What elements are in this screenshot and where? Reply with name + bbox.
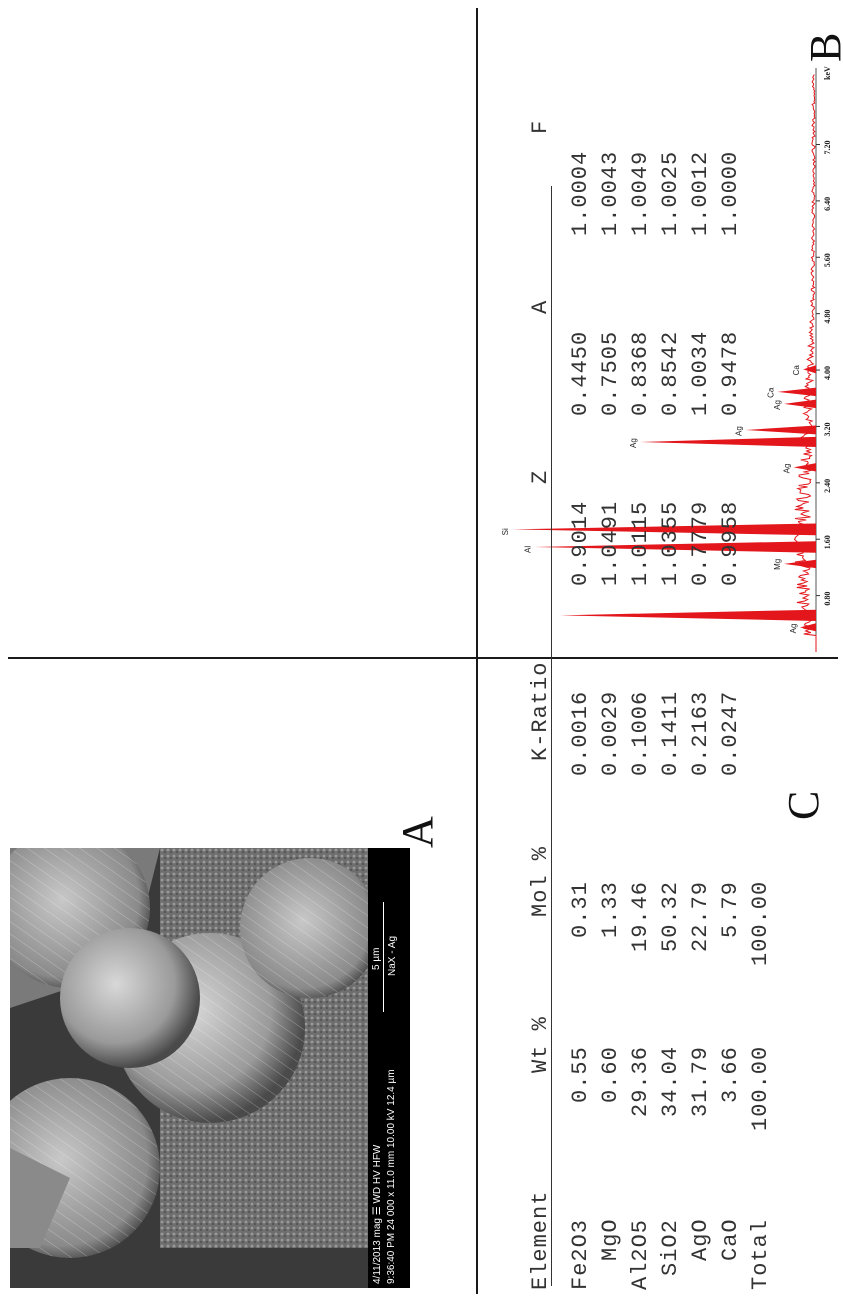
panel-label-c: C [779, 790, 828, 820]
spectrum-background [793, 74, 817, 652]
table-cell: 0.7779 [688, 501, 713, 587]
sample-label: NaX - Ag [387, 935, 398, 976]
table-cell: 0.1006 [628, 691, 653, 777]
table-cell: 1.33 [598, 880, 623, 938]
table-cell: 1.0025 [658, 151, 683, 237]
sem-image [10, 848, 410, 1288]
table-row-label: AgO [688, 1218, 713, 1262]
x-tick-label: 6.40 [823, 197, 832, 211]
peak-label: Al [523, 546, 532, 553]
table-header-cell: K-Ratio [528, 661, 553, 761]
panel-label-b: B [800, 33, 843, 62]
table-header-cell: Mol % [528, 845, 553, 917]
table-cell: 0.60 [598, 1045, 623, 1103]
table-cell: 34.04 [658, 1045, 683, 1117]
table-cell: 1.0043 [598, 151, 623, 237]
table-header-cell: Wt % [528, 1015, 553, 1073]
x-tick-label: 4.00 [823, 366, 832, 380]
table-header-cell: F [528, 120, 553, 135]
x-tick-label: 3.20 [823, 422, 832, 436]
x-unit-label: keV [823, 66, 832, 80]
peak-label: Mg [773, 559, 782, 570]
spectrum-peak [640, 436, 816, 448]
frame-divider-vertical [476, 8, 478, 1294]
peak-label: Ag [629, 438, 638, 448]
table-cell: 29.36 [628, 1045, 653, 1117]
panel-label-a: A [393, 816, 442, 848]
x-tick-label: 7.20 [823, 140, 832, 154]
table-cell: 1.0491 [598, 501, 623, 587]
peak-label: Ag [735, 426, 744, 436]
databar-line1: 4/11/2013 mag ☰ WD HV HFW [372, 1144, 383, 1284]
x-tick-label: 1.60 [823, 535, 832, 549]
table-row-label: Fe2O3 [568, 1218, 593, 1290]
table-cell: 0.55 [568, 1045, 593, 1103]
table-header-cell: Z [528, 470, 553, 485]
table-row-label: MgO [598, 1218, 623, 1262]
table-cell: 5.79 [718, 880, 743, 938]
table-cell: 0.9958 [718, 501, 743, 587]
sem-micrograph: 4/11/2013 mag ☰ WD HV HFW 9:36:40 PM 24 … [10, 848, 410, 1288]
eds-spectrum: 0.80 1.60 2.40 3.20 4.00 4.80 5.60 6.40 7.20 keV A… [501, 66, 832, 652]
table-cell: 0.8542 [658, 331, 683, 417]
table-cell: 0.4450 [568, 331, 593, 417]
table-cell: 100.00 [748, 881, 773, 967]
spectrum-peak [800, 623, 816, 632]
scale-bar-label: 5 µm [371, 947, 382, 970]
x-tick-label: 2.40 [823, 479, 832, 493]
table-cell: 1.0115 [628, 501, 653, 587]
table-header-cell: Element [528, 1190, 553, 1290]
x-tick-label: 5.60 [823, 253, 832, 267]
table-cell: 0.0029 [598, 691, 623, 777]
table-cell: 0.8368 [628, 331, 653, 417]
table-cell: 22.79 [688, 880, 713, 952]
table-cell: 1.0355 [658, 501, 683, 587]
spectrum-peak [745, 425, 816, 435]
table-cell: 0.0016 [568, 691, 593, 777]
x-tick-label: 4.80 [823, 310, 832, 324]
spectrum-peak [784, 399, 816, 409]
frame-bottom-left [8, 657, 476, 659]
table-header-underline [551, 186, 552, 1286]
table-cell: 1.0034 [688, 331, 713, 417]
table-cell: 0.9478 [718, 331, 743, 417]
peak-label: Ca [767, 387, 776, 398]
peak-label: Si [501, 528, 510, 535]
table-cell: 0.2163 [688, 691, 713, 777]
table-cell: 0.9014 [568, 501, 593, 587]
table-cell: 100.00 [748, 1046, 773, 1132]
table-cell: 31.79 [688, 1045, 713, 1117]
frame-divider-horizontal [478, 657, 838, 659]
spectrum-peak [534, 541, 816, 553]
table-cell: 0.1411 [658, 691, 683, 777]
spectrum-peak [784, 559, 816, 569]
spectrum-peak [777, 387, 816, 397]
table-cell: 50.32 [658, 880, 683, 952]
table-cell: 0.7505 [598, 331, 623, 417]
peak-label: Ca [792, 365, 801, 376]
table-cell: 19.46 [628, 880, 653, 952]
peak-label: Ag [773, 400, 782, 410]
table-cell: 3.66 [718, 1045, 743, 1103]
table-cell: 1.0004 [568, 151, 593, 237]
spectrum-peak [803, 365, 816, 374]
peak-label: Ag [783, 464, 792, 474]
peak-label: Ag [789, 624, 798, 634]
x-tick-label: 0.80 [823, 592, 832, 606]
table-row-label: SiO2 [658, 1218, 683, 1276]
sem-databar: 4/11/2013 mag ☰ WD HV HFW 9:36:40 PM 24 … [368, 848, 410, 1288]
table-header-cell: A [528, 300, 553, 315]
spectrum-peak [512, 523, 816, 536]
table-row-label: Al2O5 [628, 1218, 653, 1290]
spectrum-peak [793, 463, 816, 472]
table-cell: 1.0000 [718, 151, 743, 237]
table-row-label: Total [748, 1218, 773, 1290]
spectrum-peak [560, 609, 816, 621]
table-cell: 0.31 [568, 880, 593, 938]
databar-line2: 9:36:40 PM 24 000 x 11.0 mm 10.00 kV 12.… [386, 1069, 397, 1284]
table-cell: 1.0049 [628, 151, 653, 237]
table-cell: 0.0247 [718, 691, 743, 777]
table-row-label: CaO [718, 1218, 743, 1262]
table-cell: 1.0012 [688, 151, 713, 237]
